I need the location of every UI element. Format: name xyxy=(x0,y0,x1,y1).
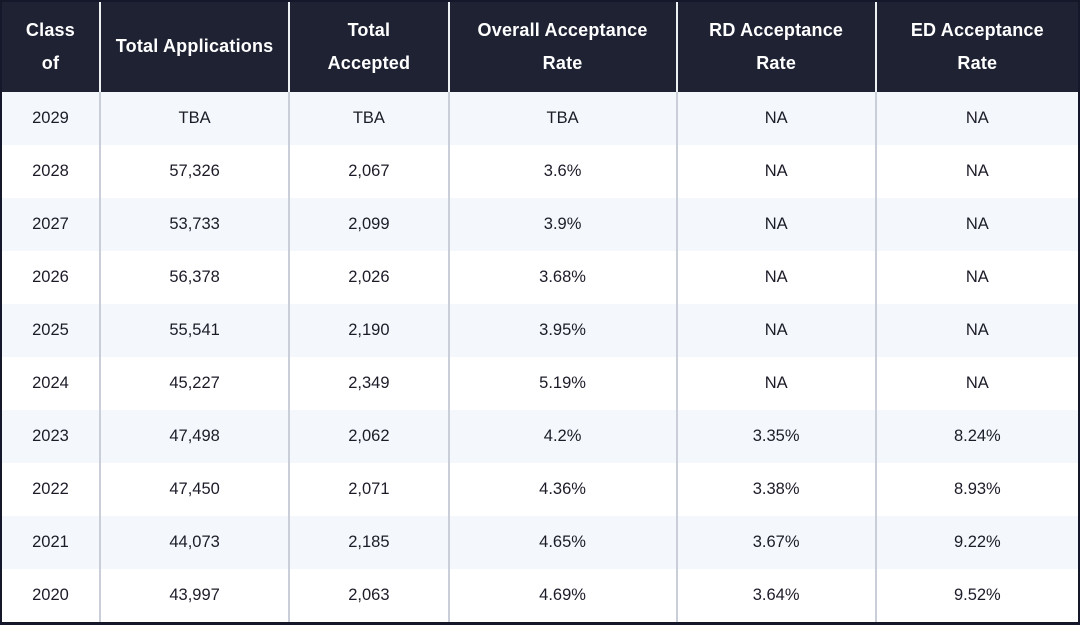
table-header-row: Class of Total Applications Total Accepted… xyxy=(2,2,1078,92)
value-cell: NA xyxy=(675,251,876,304)
column-header-total-accepted: Total Accepted xyxy=(288,2,449,92)
table-row: 2025 55,541 2,190 3.95% NA NA xyxy=(2,304,1078,357)
value-cell: 2,063 xyxy=(288,569,449,622)
value-cell: 53,733 xyxy=(98,198,290,251)
column-header-rd-acceptance-rate: RD Acceptance Rate xyxy=(675,2,876,92)
class-year-cell: 2020 xyxy=(32,586,69,604)
table-row: 2020 43,997 2,063 4.69% 3.64% 9.52% xyxy=(2,569,1078,622)
value-cell: 45,227 xyxy=(98,357,290,410)
value-cell: 3.6% xyxy=(447,145,677,198)
value-cell: 2,062 xyxy=(288,410,449,463)
table-row: 2026 56,378 2,026 3.68% NA NA xyxy=(2,251,1078,304)
table-row: 2022 47,450 2,071 4.36% 3.38% 8.93% xyxy=(2,463,1078,516)
value-cell: 5.19% xyxy=(447,357,677,410)
column-header-total-applications: Total Applications xyxy=(98,2,290,92)
value-cell: 47,498 xyxy=(98,410,290,463)
value-cell: NA xyxy=(874,304,1078,357)
table-row: 2027 53,733 2,099 3.9% NA NA xyxy=(2,198,1078,251)
value-cell: 4.65% xyxy=(447,516,677,569)
value-cell: 2,026 xyxy=(288,251,449,304)
class-year-cell: 2029 xyxy=(32,109,69,127)
value-cell: 3.68% xyxy=(447,251,677,304)
value-cell: 3.95% xyxy=(447,304,677,357)
value-cell: 55,541 xyxy=(98,304,290,357)
class-year-cell: 2026 xyxy=(32,268,69,286)
value-cell: TBA xyxy=(98,92,290,145)
value-cell: 3.67% xyxy=(675,516,876,569)
class-year-cell: 2022 xyxy=(32,480,69,498)
value-cell: 2,349 xyxy=(288,357,449,410)
value-cell: 4.36% xyxy=(447,463,677,516)
value-cell: NA xyxy=(874,198,1078,251)
value-cell: 8.93% xyxy=(874,463,1078,516)
value-cell: NA xyxy=(874,145,1078,198)
value-cell: 3.64% xyxy=(675,569,876,622)
value-cell: 2,071 xyxy=(288,463,449,516)
value-cell: 57,326 xyxy=(98,145,290,198)
value-cell: 9.52% xyxy=(874,569,1078,622)
column-header-ed-acceptance-rate: ED Acceptance Rate xyxy=(874,2,1078,92)
class-year-cell: 2028 xyxy=(32,162,69,180)
table-row: 2021 44,073 2,185 4.65% 3.67% 9.22% xyxy=(2,516,1078,569)
value-cell: 9.22% xyxy=(874,516,1078,569)
table-row: 2028 57,326 2,067 3.6% NA NA xyxy=(2,145,1078,198)
value-cell: NA xyxy=(675,198,876,251)
class-year-cell: 2024 xyxy=(32,374,69,392)
value-cell: 2,185 xyxy=(288,516,449,569)
value-cell: 47,450 xyxy=(98,463,290,516)
value-cell: NA xyxy=(874,92,1078,145)
value-cell: 44,073 xyxy=(98,516,290,569)
value-cell: NA xyxy=(874,357,1078,410)
value-cell: 2,190 xyxy=(288,304,449,357)
value-cell: TBA xyxy=(288,92,449,145)
value-cell: 3.35% xyxy=(675,410,876,463)
value-cell: 43,997 xyxy=(98,569,290,622)
value-cell: 2,099 xyxy=(288,198,449,251)
table-row: 2024 45,227 2,349 5.19% NA NA xyxy=(2,357,1078,410)
value-cell: 2,067 xyxy=(288,145,449,198)
value-cell: 3.9% xyxy=(447,198,677,251)
value-cell: 56,378 xyxy=(98,251,290,304)
class-year-cell: 2023 xyxy=(32,427,69,445)
value-cell: NA xyxy=(874,251,1078,304)
value-cell: 3.38% xyxy=(675,463,876,516)
column-header-class-of: Class of xyxy=(2,2,100,92)
value-cell: 4.69% xyxy=(447,569,677,622)
class-year-cell: 2027 xyxy=(32,215,69,233)
value-cell: NA xyxy=(675,304,876,357)
table-row: 2023 47,498 2,062 4.2% 3.35% 8.24% xyxy=(2,410,1078,463)
class-year-cell: 2025 xyxy=(32,321,69,339)
value-cell: 8.24% xyxy=(874,410,1078,463)
value-cell: NA xyxy=(675,145,876,198)
table-body: 2029 TBA TBA TBA NA NA 2028 57,326 2,067 3.6% NA NA… xyxy=(2,92,1078,622)
table-row: 2029 TBA TBA TBA NA NA xyxy=(2,92,1078,145)
value-cell: 4.2% xyxy=(447,410,677,463)
value-cell: TBA xyxy=(447,92,677,145)
table-header: Class of Total Applications Total Accepted… xyxy=(2,2,1078,92)
value-cell: NA xyxy=(675,92,876,145)
value-cell: NA xyxy=(675,357,876,410)
column-header-overall-acceptance-rate: Overall Acceptance Rate xyxy=(447,2,677,92)
class-year-cell: 2021 xyxy=(32,533,69,551)
